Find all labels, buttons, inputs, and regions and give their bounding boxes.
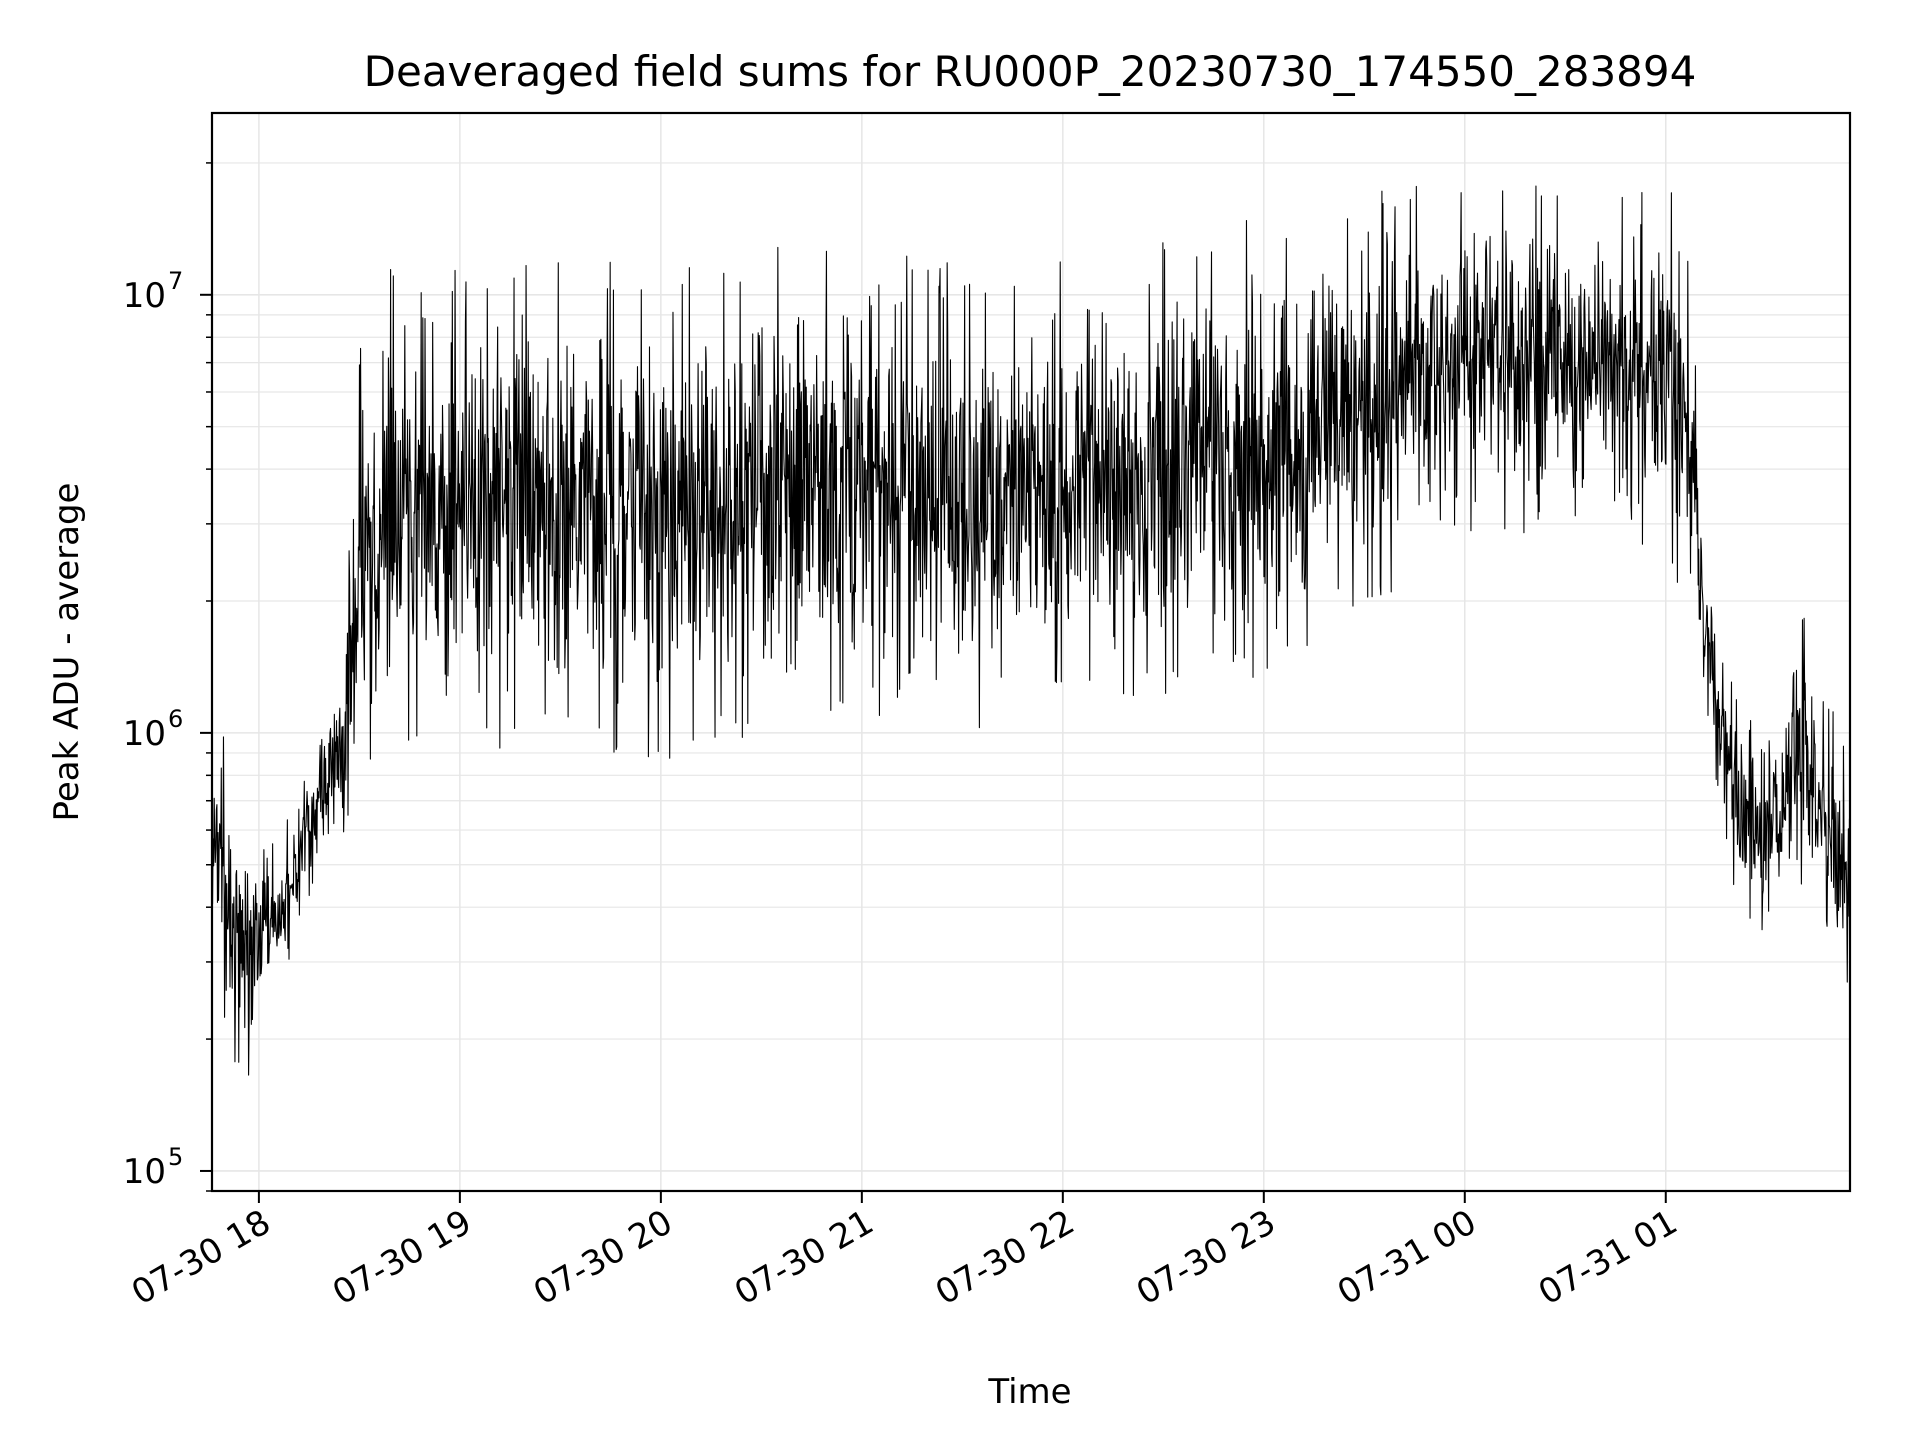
x-axis-label: Time bbox=[987, 1372, 1071, 1412]
series-lines bbox=[211, 185, 1851, 1076]
y-tick-exponent: 7 bbox=[168, 267, 183, 295]
plot-area-frame bbox=[210, 111, 1852, 1193]
chart-title: Deaveraged field sums for RU000P_2023073… bbox=[364, 47, 1697, 96]
y-tick-label: 10 bbox=[123, 1152, 166, 1192]
y-tick-exponent: 5 bbox=[168, 1143, 183, 1171]
series-line bbox=[211, 185, 1851, 1076]
y-axis-label: Peak ADU - average bbox=[47, 483, 87, 822]
y-tick-exponent: 6 bbox=[168, 705, 183, 733]
y-tick-label: 10 bbox=[123, 714, 166, 754]
y-tick-label: 10 bbox=[123, 276, 166, 316]
